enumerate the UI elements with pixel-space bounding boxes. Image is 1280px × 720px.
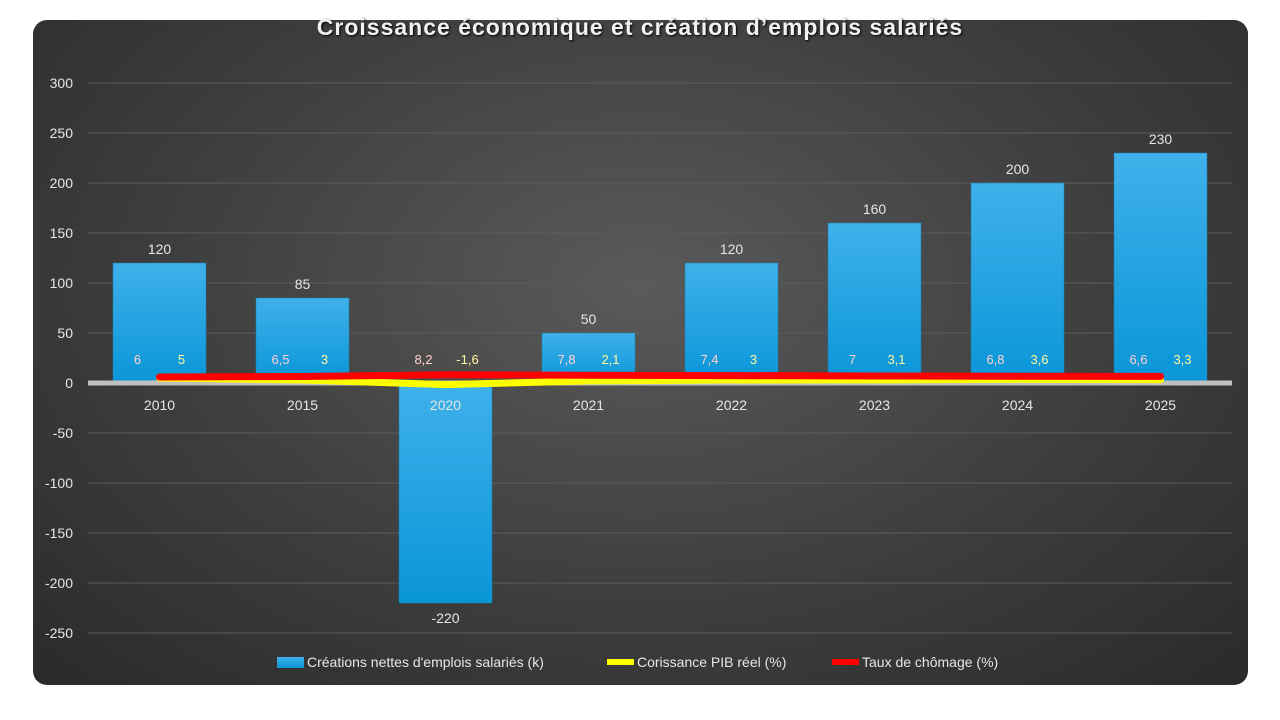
legend-label: Taux de chômage (%) — [862, 654, 998, 670]
y-tick-label: 200 — [50, 175, 74, 191]
legend-label: Corissance PIB réel (%) — [637, 654, 786, 670]
bar-data-label: 50 — [581, 311, 597, 327]
bar — [112, 262, 207, 384]
y-tick-label: 150 — [50, 225, 74, 241]
x-tick-label: 2022 — [716, 397, 747, 413]
line-data-label: 6 — [134, 352, 141, 367]
legend-label: Créations nettes d'emplois salariés (k) — [307, 654, 544, 670]
y-tick-label: 100 — [50, 275, 74, 291]
line-data-label: 2,1 — [601, 352, 619, 367]
bar — [1113, 152, 1208, 384]
y-tick-label: -100 — [45, 475, 73, 491]
line-data-label: 7,8 — [557, 352, 575, 367]
bar-data-label: 160 — [863, 201, 887, 217]
bar — [255, 297, 350, 384]
y-tick-label: -50 — [53, 425, 73, 441]
y-tick-label: -200 — [45, 575, 73, 591]
y-tick-label: -250 — [45, 625, 73, 641]
line-series — [156, 371, 1164, 381]
line-data-label: 3,1 — [887, 352, 905, 367]
x-tick-label: 2015 — [287, 397, 318, 413]
x-tick-label: 2010 — [144, 397, 175, 413]
bar — [398, 382, 493, 604]
y-tick-label: 250 — [50, 125, 74, 141]
line-data-label: 8,2 — [414, 352, 432, 367]
x-tick-label: 2025 — [1145, 397, 1176, 413]
line-data-label: 3,6 — [1030, 352, 1048, 367]
bar-data-label: 200 — [1006, 161, 1030, 177]
y-tick-label: 300 — [50, 75, 74, 91]
x-tick-label: 2020 — [430, 397, 461, 413]
line-data-label: 6,8 — [986, 352, 1004, 367]
bar — [827, 222, 922, 384]
line-data-label: 7 — [849, 352, 856, 367]
bar-data-label: 120 — [148, 241, 172, 257]
bar-data-label: 85 — [295, 276, 311, 292]
legend-swatch — [277, 657, 304, 668]
line-data-label: 3 — [750, 352, 757, 367]
line-data-label: 6,5 — [271, 352, 289, 367]
y-tick-label: -150 — [45, 525, 73, 541]
bar — [684, 262, 779, 384]
line-data-label: 3 — [321, 352, 328, 367]
bar-data-label: 120 — [720, 241, 744, 257]
y-tick-label: 50 — [57, 325, 73, 341]
line-data-label: 7,4 — [700, 352, 718, 367]
y-tick-label: 0 — [65, 375, 73, 391]
bar-data-label: -220 — [431, 610, 459, 626]
line-data-label: 6,6 — [1129, 352, 1147, 367]
line-data-label: 5 — [178, 352, 185, 367]
bar-data-label: 230 — [1149, 131, 1173, 147]
chart-title: Croissance économique et création d’empl… — [316, 14, 964, 40]
bar — [970, 182, 1065, 384]
x-tick-label: 2023 — [859, 397, 890, 413]
x-tick-label: 2021 — [573, 397, 604, 413]
line-data-label: -1,6 — [456, 352, 478, 367]
x-tick-label: 2024 — [1002, 397, 1033, 413]
line-data-label: 3,3 — [1173, 352, 1191, 367]
